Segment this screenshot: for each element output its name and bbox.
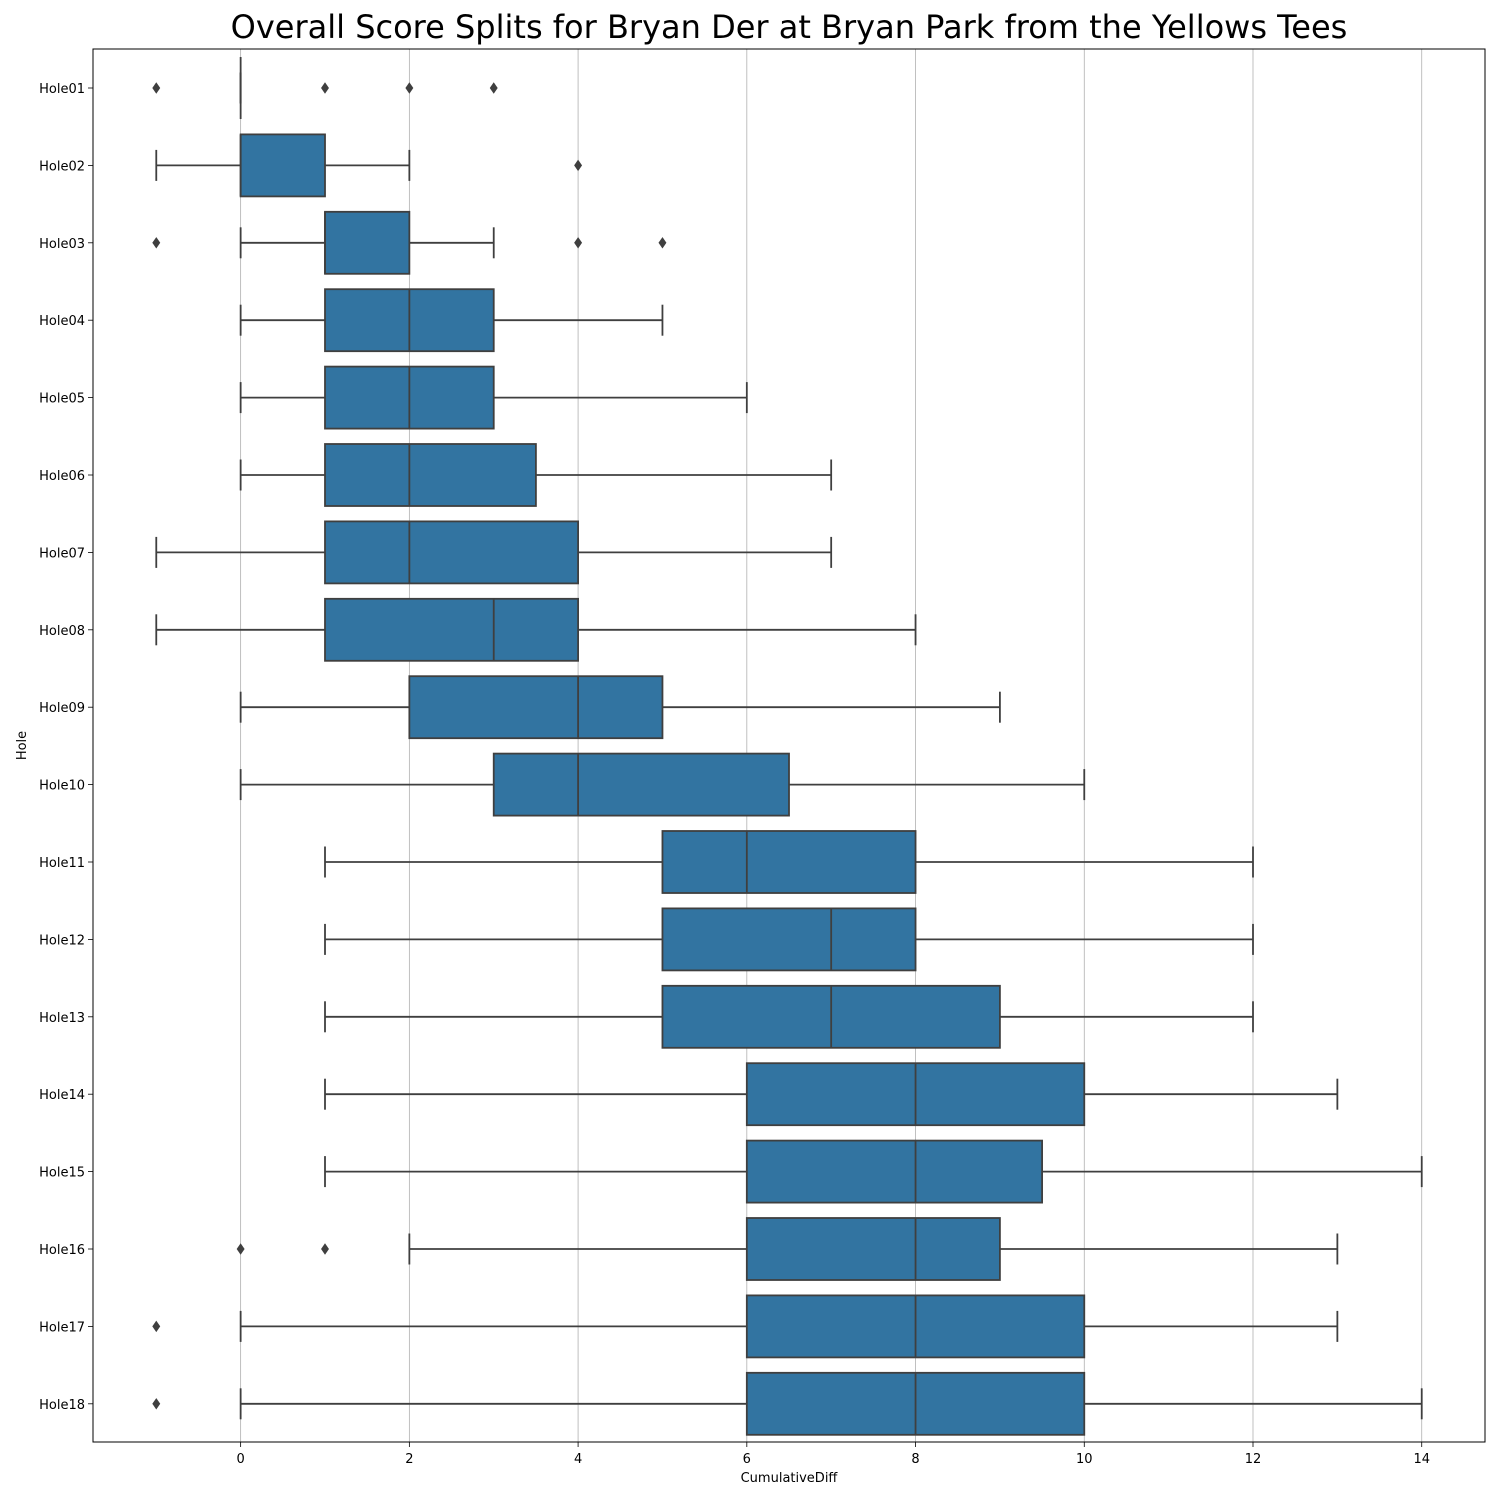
box-hole17 bbox=[152, 1294, 1339, 1359]
y-tick-label: Hole13 bbox=[39, 1011, 85, 1026]
y-tick-label: Hole11 bbox=[39, 856, 85, 871]
outlier-point bbox=[152, 1398, 161, 1410]
x-tick-label: 14 bbox=[1413, 1452, 1430, 1467]
iqr-box bbox=[745, 1139, 1043, 1204]
y-tick-label: Hole08 bbox=[39, 624, 85, 639]
y-tick-label: Hole04 bbox=[39, 314, 85, 329]
x-tick-label: 12 bbox=[1245, 1452, 1262, 1467]
box-hole14 bbox=[324, 1062, 1339, 1127]
box-hole01 bbox=[152, 57, 498, 119]
x-tick-label: 4 bbox=[574, 1452, 582, 1467]
x-axis-label: CumulativeDiff bbox=[741, 1471, 839, 1486]
box-hole08 bbox=[155, 597, 917, 662]
plot-frame bbox=[92, 48, 1486, 1443]
box-hole12 bbox=[324, 907, 1254, 972]
outlier-point bbox=[489, 82, 498, 94]
x-tick-label: 6 bbox=[743, 1452, 751, 1467]
outlier-point bbox=[574, 237, 583, 249]
box-hole02 bbox=[155, 133, 583, 198]
box-hole07 bbox=[155, 520, 833, 585]
y-tick-label: Hole01 bbox=[39, 82, 85, 97]
y-tick-label: Hole05 bbox=[39, 392, 85, 407]
y-tick-label: Hole06 bbox=[39, 469, 85, 484]
iqr-box bbox=[324, 520, 579, 585]
chart-title: Overall Score Splits for Bryan Der at Br… bbox=[230, 8, 1348, 46]
outlier-point bbox=[574, 159, 583, 172]
box-hole06 bbox=[239, 443, 833, 507]
y-tick-label: Hole10 bbox=[39, 779, 85, 794]
iqr-box bbox=[324, 443, 537, 507]
y-tick-label: Hole17 bbox=[39, 1320, 85, 1335]
y-tick-label: Hole02 bbox=[39, 159, 85, 174]
boxes bbox=[152, 57, 1423, 1436]
outlier-point bbox=[405, 82, 414, 94]
outlier-point bbox=[321, 82, 329, 94]
box-hole18 bbox=[152, 1371, 1423, 1436]
iqr-box bbox=[324, 597, 579, 662]
iqr-box bbox=[408, 675, 664, 740]
box-hole16 bbox=[236, 1217, 1339, 1281]
box-hole13 bbox=[324, 984, 1254, 1049]
y-tick-label: Hole15 bbox=[39, 1166, 85, 1181]
iqr-box bbox=[745, 1217, 1001, 1281]
box-hole04 bbox=[239, 288, 664, 353]
x-tick-label: 0 bbox=[236, 1452, 244, 1467]
iqr-box bbox=[661, 907, 917, 972]
box-hole10 bbox=[239, 752, 1086, 817]
iqr-box bbox=[324, 210, 411, 275]
x-tick-label: 2 bbox=[405, 1452, 413, 1467]
box-hole05 bbox=[239, 365, 748, 430]
x-tick-label: 10 bbox=[1076, 1452, 1093, 1467]
y-tick-label: Hole07 bbox=[39, 546, 85, 561]
iqr-box bbox=[239, 133, 326, 198]
iqr-box bbox=[492, 752, 790, 817]
iqr-box bbox=[661, 830, 917, 894]
outlier-point bbox=[152, 1320, 161, 1333]
outlier-point bbox=[321, 1243, 329, 1255]
box-hole09 bbox=[239, 675, 1001, 740]
y-tick-label: Hole18 bbox=[39, 1398, 85, 1413]
axis-ticks: 0 2 4 6 8 10 12 14 Hole01 Hole02 Hole03 Hole04 Hole0… bbox=[39, 82, 1430, 1467]
y-tick-label: Hole03 bbox=[39, 237, 85, 252]
gridlines bbox=[240, 49, 1423, 1442]
outlier-point bbox=[658, 237, 667, 249]
y-tick-label: Hole12 bbox=[39, 933, 85, 948]
y-axis-label: Hole bbox=[15, 731, 30, 760]
outlier-point bbox=[152, 237, 161, 249]
outlier-point bbox=[152, 82, 161, 94]
y-tick-label: Hole14 bbox=[39, 1088, 85, 1103]
outlier-point bbox=[236, 1243, 245, 1255]
box-hole03 bbox=[152, 210, 667, 275]
box-hole11 bbox=[324, 830, 1254, 894]
y-tick-label: Hole09 bbox=[39, 701, 85, 716]
y-tick-label: Hole16 bbox=[39, 1243, 85, 1258]
x-tick-label: 8 bbox=[911, 1452, 919, 1467]
box-hole15 bbox=[324, 1139, 1423, 1204]
